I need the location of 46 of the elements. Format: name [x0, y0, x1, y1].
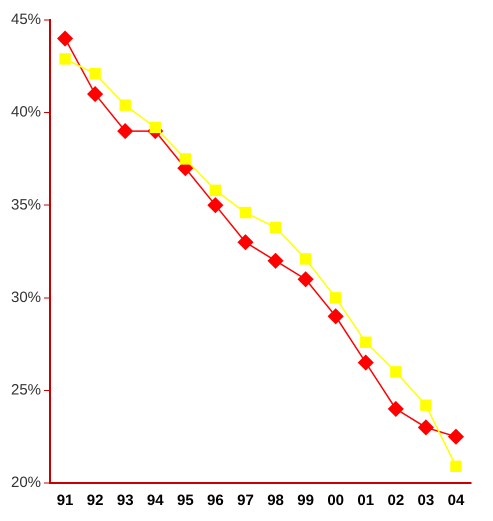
x-tick-label: 92	[86, 492, 104, 510]
point	[87, 86, 103, 102]
x-tick-label: 94	[146, 492, 164, 510]
point	[450, 460, 462, 472]
y-tick-label: 25%	[10, 382, 42, 399]
y-tick-label: 30%	[10, 288, 42, 306]
x-tick-label: 04	[448, 492, 465, 510]
x-tick-label: 01	[357, 492, 374, 510]
x-tick-label: 98	[267, 492, 284, 510]
point	[59, 53, 71, 65]
x-tick-label: 96	[207, 492, 224, 510]
point	[360, 336, 372, 348]
point	[180, 153, 192, 165]
point	[210, 184, 222, 196]
point	[358, 354, 374, 370]
point	[448, 428, 464, 444]
x-tick-label: 95	[176, 492, 194, 510]
x-tick-label: 03	[418, 492, 434, 510]
point	[418, 420, 434, 436]
x-tick-label: 99	[297, 492, 314, 510]
x-tick-label: 02	[387, 492, 404, 510]
point	[89, 68, 101, 80]
x-tick-label: 93	[116, 492, 134, 510]
point	[119, 99, 131, 111]
point	[57, 30, 73, 46]
point	[240, 206, 252, 218]
point	[238, 234, 254, 250]
point	[268, 253, 284, 269]
point	[328, 308, 344, 324]
x-tick-label: 91	[56, 492, 74, 510]
x-tick-label: 97	[237, 492, 254, 510]
y-tick-label: 45%	[10, 11, 42, 28]
y-tick-label: 40%	[10, 104, 42, 121]
y-tick-label: 20%	[10, 474, 42, 492]
point	[298, 272, 314, 288]
x-tick-label: 00	[327, 492, 344, 510]
point	[150, 122, 161, 134]
point	[208, 197, 224, 213]
point	[390, 366, 402, 378]
point	[330, 292, 342, 304]
point	[388, 401, 404, 417]
point	[300, 253, 312, 265]
y-tick-label: 35%	[10, 196, 42, 214]
point	[270, 222, 282, 234]
point	[117, 123, 133, 139]
point	[420, 400, 432, 411]
